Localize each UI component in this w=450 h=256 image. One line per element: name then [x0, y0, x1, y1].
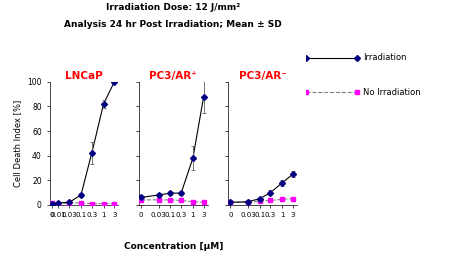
Title: LNCaP: LNCaP — [65, 71, 103, 81]
Text: Irradiation Dose: 12 J/mm²: Irradiation Dose: 12 J/mm² — [106, 3, 240, 12]
Y-axis label: Cell Death Index [%]: Cell Death Index [%] — [13, 100, 22, 187]
Text: Irradiation: Irradiation — [363, 53, 406, 62]
Text: No Irradiation: No Irradiation — [363, 88, 420, 97]
Title: PC3/AR⁺: PC3/AR⁺ — [149, 71, 197, 81]
Title: PC3/AR⁻: PC3/AR⁻ — [239, 71, 287, 81]
Text: Analysis 24 hr Post Irradiation; Mean ± SD: Analysis 24 hr Post Irradiation; Mean ± … — [64, 20, 282, 29]
Text: Concentration [μM]: Concentration [μM] — [124, 242, 223, 251]
